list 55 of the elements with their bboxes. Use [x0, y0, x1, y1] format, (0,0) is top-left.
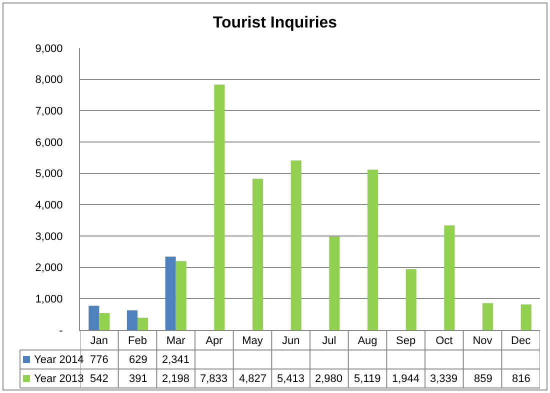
- bar: [138, 318, 148, 330]
- y-tick-label: 3,000: [35, 230, 63, 243]
- data-label: 5,413: [277, 373, 305, 385]
- y-tick-label: 5,000: [35, 168, 63, 180]
- y-tick-label: 7,000: [35, 106, 63, 118]
- y-tick-label: 2,000: [35, 262, 63, 274]
- x-tick-label: Oct: [436, 335, 453, 348]
- y-tick-label: 1,000: [35, 294, 63, 306]
- y-tick-label: -: [59, 324, 64, 337]
- x-tick-label: Jun: [282, 335, 300, 348]
- data-label: 542: [90, 373, 108, 385]
- bar: [214, 84, 225, 330]
- x-tick-label: Aug: [358, 335, 378, 348]
- x-tick-label: Feb: [128, 335, 147, 348]
- data-label: 391: [129, 373, 148, 385]
- data-label: 2,198: [162, 373, 190, 385]
- data-label: 7,833: [200, 373, 228, 385]
- y-tick-label: 8,000: [35, 74, 63, 86]
- x-tick-label: Nov: [472, 335, 493, 348]
- data-label: 776: [90, 354, 108, 366]
- x-tick-label: Dec: [511, 335, 532, 348]
- data-label: 816: [512, 373, 530, 385]
- bar: [329, 236, 340, 330]
- bar: [520, 304, 532, 330]
- bar: [252, 178, 264, 330]
- bar: [368, 170, 378, 330]
- data-label: 4,827: [239, 373, 267, 385]
- bar: [482, 303, 494, 330]
- bar: [126, 310, 138, 330]
- chart-title: Tourist Inquiries: [212, 14, 338, 32]
- x-tick-label: Jan: [90, 335, 108, 348]
- data-label: 859: [474, 373, 492, 385]
- bar: [165, 256, 176, 330]
- data-label: 3,339: [430, 373, 458, 385]
- legend-label: Year 2014: [34, 354, 84, 366]
- x-tick-label: Apr: [206, 335, 224, 348]
- x-tick-label: Sep: [396, 335, 416, 348]
- x-tick-label: Jul: [322, 335, 336, 348]
- legend-label: Year 2013: [34, 373, 84, 385]
- data-label: 2,341: [162, 354, 190, 366]
- bar: [290, 160, 302, 330]
- data-label: 629: [129, 354, 148, 366]
- bar: [88, 306, 100, 330]
- data-label: 1,944: [392, 373, 420, 385]
- data-label: 2,980: [315, 373, 343, 385]
- y-tick-label: 6,000: [35, 136, 63, 149]
- bar: [444, 225, 455, 330]
- y-tick-label: 4,000: [35, 200, 63, 212]
- y-tick-label: 9,000: [35, 42, 63, 55]
- x-tick-label: Mar: [166, 335, 186, 348]
- data-label: 5,119: [354, 373, 381, 385]
- x-tick-label: May: [242, 335, 264, 348]
- bar: [99, 313, 110, 330]
- bar: [176, 261, 186, 330]
- bar: [406, 269, 416, 330]
